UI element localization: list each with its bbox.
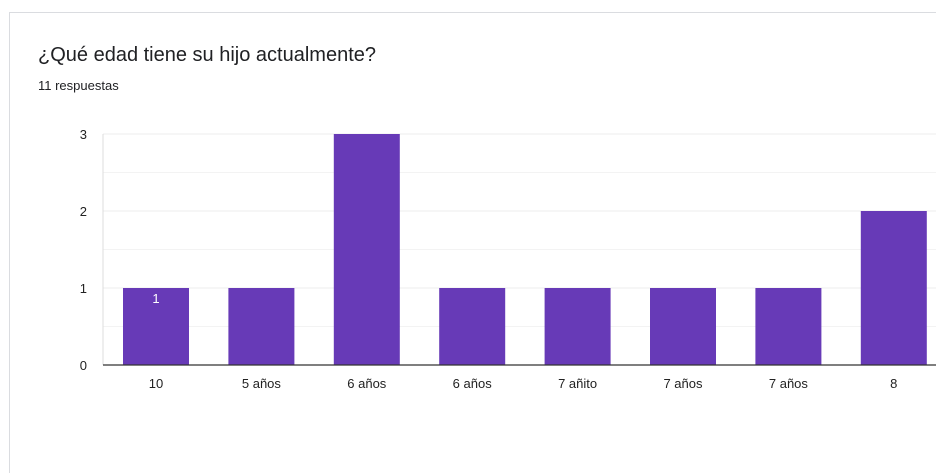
question-title: ¿Qué edad tiene su hijo actualmente? bbox=[38, 44, 376, 66]
bar bbox=[860, 211, 927, 365]
y-tick-label: 0 bbox=[80, 358, 87, 373]
y-tick-label: 3 bbox=[80, 127, 87, 142]
x-tick-label: 10 bbox=[149, 376, 163, 391]
x-tick-label: 6 años bbox=[347, 376, 387, 391]
response-count: 11 respuestas bbox=[38, 78, 119, 93]
y-tick-label: 2 bbox=[80, 204, 87, 219]
bar bbox=[755, 288, 822, 365]
x-tick-label: 8 bbox=[890, 376, 897, 391]
x-tick-label: 6 años bbox=[453, 376, 493, 391]
x-tick-label: 7 añito bbox=[558, 376, 597, 391]
bar bbox=[439, 288, 506, 365]
x-tick-label: 7 años bbox=[769, 376, 809, 391]
y-tick-label: 1 bbox=[80, 281, 87, 296]
x-tick-label: 7 años bbox=[663, 376, 703, 391]
x-tick-label: 5 años bbox=[242, 376, 282, 391]
data-label: 1 bbox=[152, 291, 159, 306]
bar bbox=[650, 288, 716, 365]
bar bbox=[544, 288, 611, 365]
bar bbox=[228, 288, 295, 365]
bar bbox=[123, 288, 189, 365]
bar-chart: 0 1 2 3 10 5 años 6 años 6 años 7 añito 7 años 7 a… bbox=[80, 127, 936, 391]
bar bbox=[333, 134, 400, 365]
question-card bbox=[9, 12, 936, 473]
